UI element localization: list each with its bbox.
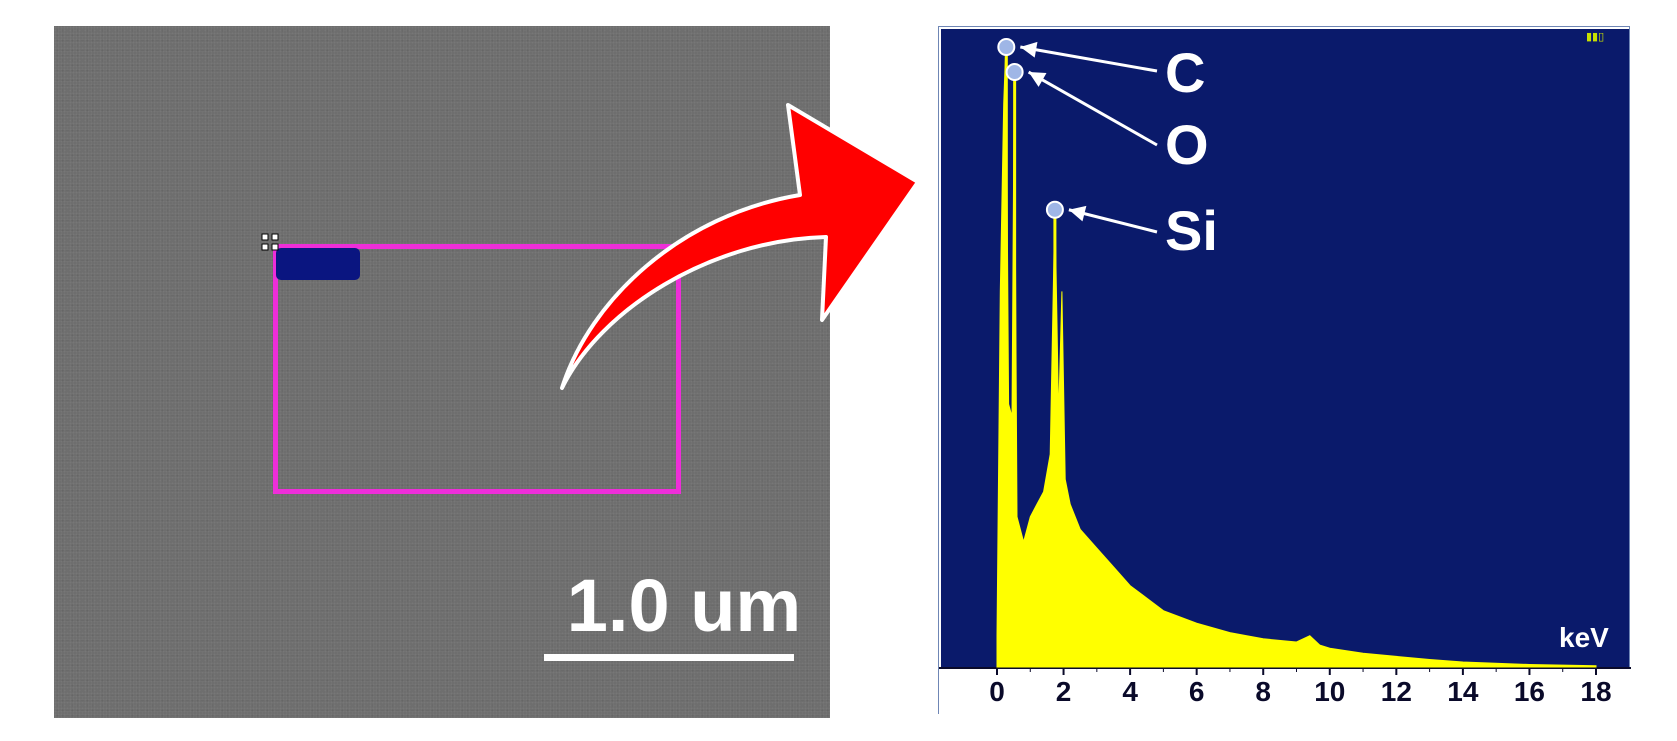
peak-marker [1045, 200, 1064, 219]
sem-texture [54, 26, 830, 718]
x-tick-label: 12 [1380, 676, 1412, 707]
x-tick-label: 2 [1055, 676, 1072, 707]
scale-bar-label: 1.0 um [566, 564, 802, 647]
x-tick-label: 6 [1188, 676, 1205, 707]
annotation-arrowhead [1068, 205, 1087, 222]
x-tick-label: 14 [1447, 676, 1479, 707]
peak-marker [1005, 63, 1024, 82]
peak-label-o: O [1165, 113, 1209, 176]
annotation-arrow [1027, 70, 1158, 147]
peak-label-c: C [1165, 41, 1206, 104]
annotation-arrow [1020, 45, 1158, 73]
annotation-arrowhead [1028, 72, 1047, 87]
peak-label-si: Si [1165, 199, 1218, 262]
region-tag [276, 248, 360, 280]
scale-bar [544, 654, 794, 661]
annotation-arrowhead [1020, 41, 1038, 58]
x-tick-label: 8 [1255, 676, 1271, 707]
x-axis-band [939, 667, 1631, 715]
x-tick-label: 4 [1122, 676, 1138, 707]
sem-image: 1.0 um [54, 26, 830, 718]
corner-marker-icon: ▮▮▯ [1586, 31, 1605, 43]
analysis-region-outline [273, 244, 681, 494]
spectrum-plot [939, 29, 1631, 715]
peak-marker [997, 38, 1016, 56]
x-axis-unit: keV [1559, 622, 1609, 653]
crosshair-icon [261, 233, 279, 251]
x-tick-label: 0 [989, 676, 1005, 707]
x-tick-label: 18 [1580, 676, 1612, 707]
eds-spectrum-chart: ▮▮▯ C O Si keV 0 2 4 6 8 10 12 14 16 18 [938, 26, 1631, 715]
x-tick-label: 16 [1513, 676, 1546, 707]
x-tick-label: 10 [1314, 676, 1346, 707]
